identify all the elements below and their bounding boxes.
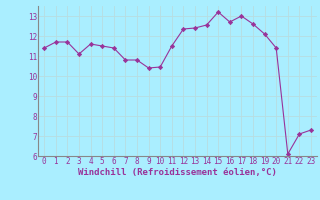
X-axis label: Windchill (Refroidissement éolien,°C): Windchill (Refroidissement éolien,°C) xyxy=(78,168,277,177)
